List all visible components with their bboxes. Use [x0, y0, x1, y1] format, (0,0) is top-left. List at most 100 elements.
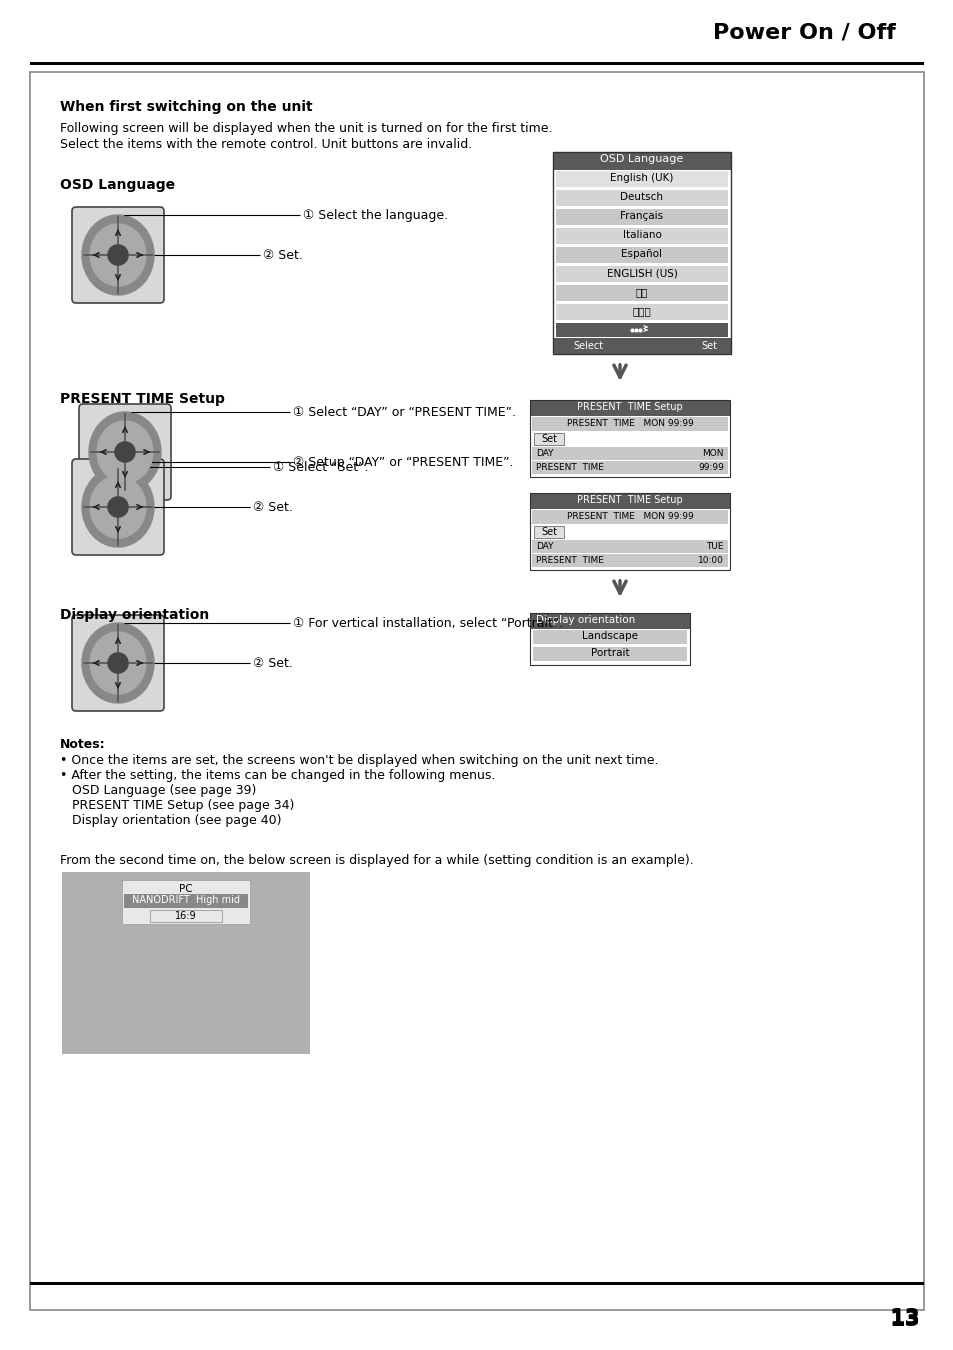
Text: Italiano: Italiano	[622, 230, 660, 240]
Text: OSD Language: OSD Language	[599, 154, 683, 163]
Text: English (UK): English (UK)	[610, 173, 673, 184]
Text: OSD Language (see page 39): OSD Language (see page 39)	[60, 784, 256, 796]
Text: When first switching on the unit: When first switching on the unit	[60, 100, 313, 113]
Text: PC: PC	[179, 884, 193, 894]
Text: 中文: 中文	[635, 288, 648, 297]
Bar	[534, 526, 563, 539]
Circle shape	[108, 497, 128, 517]
Bar	[530, 613, 689, 666]
Bar	[150, 910, 222, 922]
Bar	[556, 228, 727, 244]
Bar	[532, 447, 727, 460]
Text: Deutsch: Deutsch	[619, 192, 662, 202]
Text: From the second time on, the below screen is displayed for a while (setting cond: From the second time on, the below scree…	[60, 855, 693, 867]
FancyBboxPatch shape	[71, 207, 164, 302]
Bar	[553, 153, 730, 354]
Bar	[30, 1282, 923, 1284]
Ellipse shape	[82, 467, 153, 547]
Bar	[556, 190, 727, 207]
Text: • After the setting, the items can be changed in the following menus.: • After the setting, the items can be ch…	[60, 769, 495, 782]
Text: OSD Language: OSD Language	[60, 178, 175, 192]
Bar	[556, 323, 727, 338]
Text: Following screen will be displayed when the unit is turned on for the first time: Following screen will be displayed when …	[60, 122, 552, 135]
Bar	[530, 400, 729, 477]
Bar	[532, 417, 727, 431]
Bar	[553, 338, 730, 354]
Bar	[556, 171, 727, 188]
Bar	[556, 266, 727, 282]
Ellipse shape	[97, 421, 152, 483]
Bar	[532, 510, 727, 524]
Text: Set: Set	[700, 342, 717, 351]
Circle shape	[108, 653, 128, 674]
Bar	[124, 894, 248, 909]
Text: ① Select “Set”.: ① Select “Set”.	[273, 460, 368, 474]
Ellipse shape	[82, 622, 153, 703]
Circle shape	[108, 244, 128, 265]
Text: MON: MON	[701, 450, 723, 458]
Text: Set: Set	[540, 433, 557, 444]
Text: ① For vertical installation, select “Portrait”.: ① For vertical installation, select “Por…	[293, 617, 562, 630]
Ellipse shape	[89, 412, 161, 491]
Bar	[532, 540, 727, 553]
Bar	[530, 493, 729, 509]
Text: 10:00: 10:00	[698, 556, 723, 566]
Text: Power On / Off: Power On / Off	[713, 22, 895, 42]
Text: Display orientation (see page 40): Display orientation (see page 40)	[60, 814, 281, 828]
Text: • Once the items are set, the screens won't be displayed when switching on the u: • Once the items are set, the screens wo…	[60, 755, 658, 767]
Bar	[62, 872, 310, 1054]
Text: PRESENT  TIME Setup: PRESENT TIME Setup	[577, 495, 682, 505]
Text: Español: Español	[620, 248, 661, 259]
Bar	[530, 493, 729, 570]
Text: PRESENT  TIME: PRESENT TIME	[536, 463, 603, 472]
Text: 16:9: 16:9	[175, 911, 196, 921]
Text: DAY: DAY	[536, 541, 553, 551]
Text: Display orientation: Display orientation	[60, 608, 209, 622]
Bar	[530, 613, 689, 629]
Text: 99:99: 99:99	[698, 463, 723, 472]
Ellipse shape	[90, 224, 146, 286]
Bar	[122, 880, 250, 923]
Text: 日本語: 日本語	[632, 306, 651, 316]
Bar	[532, 460, 727, 474]
Text: 13: 13	[889, 1310, 920, 1330]
Ellipse shape	[90, 477, 146, 539]
Bar	[556, 304, 727, 320]
FancyBboxPatch shape	[71, 616, 164, 711]
Bar	[556, 247, 727, 263]
Text: PRESENT TIME Setup (see page 34): PRESENT TIME Setup (see page 34)	[60, 799, 294, 811]
Text: PRESENT TIME Setup: PRESENT TIME Setup	[60, 392, 225, 406]
Text: PRESENT  TIME: PRESENT TIME	[536, 556, 603, 566]
Bar	[533, 647, 686, 662]
Text: Landscape: Landscape	[581, 630, 638, 641]
Bar	[533, 630, 686, 644]
Text: Select: Select	[573, 342, 602, 351]
Text: ② Setup “DAY” or “PRESENT TIME”.: ② Setup “DAY” or “PRESENT TIME”.	[293, 456, 513, 468]
Bar	[553, 153, 730, 170]
Text: NANODRIFT  High mid: NANODRIFT High mid	[132, 895, 240, 905]
Circle shape	[114, 441, 135, 462]
Text: Portrait: Portrait	[590, 648, 629, 657]
Text: Notes:: Notes:	[60, 738, 106, 751]
Bar	[556, 285, 727, 301]
Text: Display orientation: Display orientation	[536, 616, 635, 625]
Ellipse shape	[82, 215, 153, 296]
Text: DAY: DAY	[536, 450, 553, 458]
Ellipse shape	[90, 632, 146, 694]
FancyBboxPatch shape	[71, 459, 164, 555]
Text: Français: Français	[619, 211, 663, 221]
Bar	[534, 433, 563, 446]
Text: ② Set.: ② Set.	[253, 657, 293, 670]
FancyBboxPatch shape	[79, 404, 171, 500]
Text: ② Set.: ② Set.	[263, 248, 302, 262]
Text: PRESENT  TIME   MON 99:99: PRESENT TIME MON 99:99	[566, 418, 693, 428]
Text: Select the items with the remote control. Unit buttons are invalid.: Select the items with the remote control…	[60, 138, 472, 151]
Text: ① Select the language.: ① Select the language.	[303, 209, 448, 221]
Bar	[556, 209, 727, 225]
Bar	[530, 400, 729, 416]
Text: ① Select “DAY” or “PRESENT TIME”.: ① Select “DAY” or “PRESENT TIME”.	[293, 406, 516, 418]
Text: 13: 13	[889, 1308, 920, 1328]
Bar	[532, 554, 727, 567]
Text: Set: Set	[540, 526, 557, 537]
Text: TUE: TUE	[706, 541, 723, 551]
